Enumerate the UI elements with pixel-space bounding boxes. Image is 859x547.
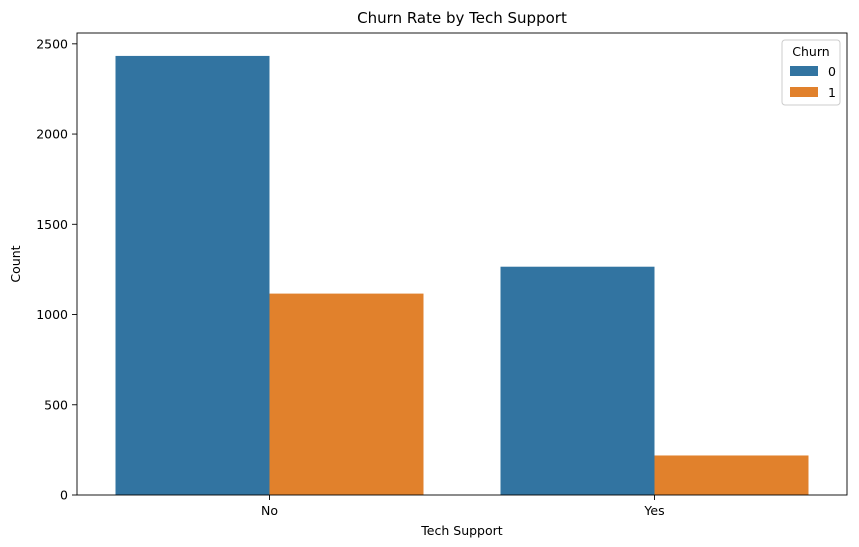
y-tick-label: 1000 [36, 307, 68, 322]
legend-label-0: 0 [828, 64, 836, 79]
legend-swatch-1 [790, 87, 818, 97]
legend: Churn 0 1 [781, 39, 841, 106]
legend-label-1: 1 [828, 85, 836, 100]
plot-frame [76, 32, 848, 496]
chart-title: Churn Rate by Tech Support [357, 9, 567, 27]
bar-no-churn-0 [115, 55, 270, 496]
bar-yes-churn-1 [654, 455, 809, 495]
bars-group [115, 55, 809, 496]
y-tick-label: 0 [60, 488, 68, 503]
x-axis-ticks: No Yes [261, 495, 665, 518]
x-axis-label: Tech Support [420, 523, 502, 538]
y-tick-label: 500 [44, 397, 68, 412]
legend-title: Churn [792, 44, 829, 59]
bar-no-churn-1 [269, 293, 424, 495]
y-tick-label: 2500 [36, 36, 68, 51]
x-tick-label-yes: Yes [643, 503, 664, 518]
y-tick-label: 2000 [36, 127, 68, 142]
legend-swatch-0 [790, 66, 818, 76]
bar-yes-churn-0 [500, 266, 655, 495]
y-tick-label: 1500 [36, 217, 68, 232]
y-axis-ticks: 0 500 1000 1500 2000 2500 [36, 36, 77, 503]
x-tick-label-no: No [261, 503, 278, 518]
y-axis-label: Count [8, 245, 23, 282]
